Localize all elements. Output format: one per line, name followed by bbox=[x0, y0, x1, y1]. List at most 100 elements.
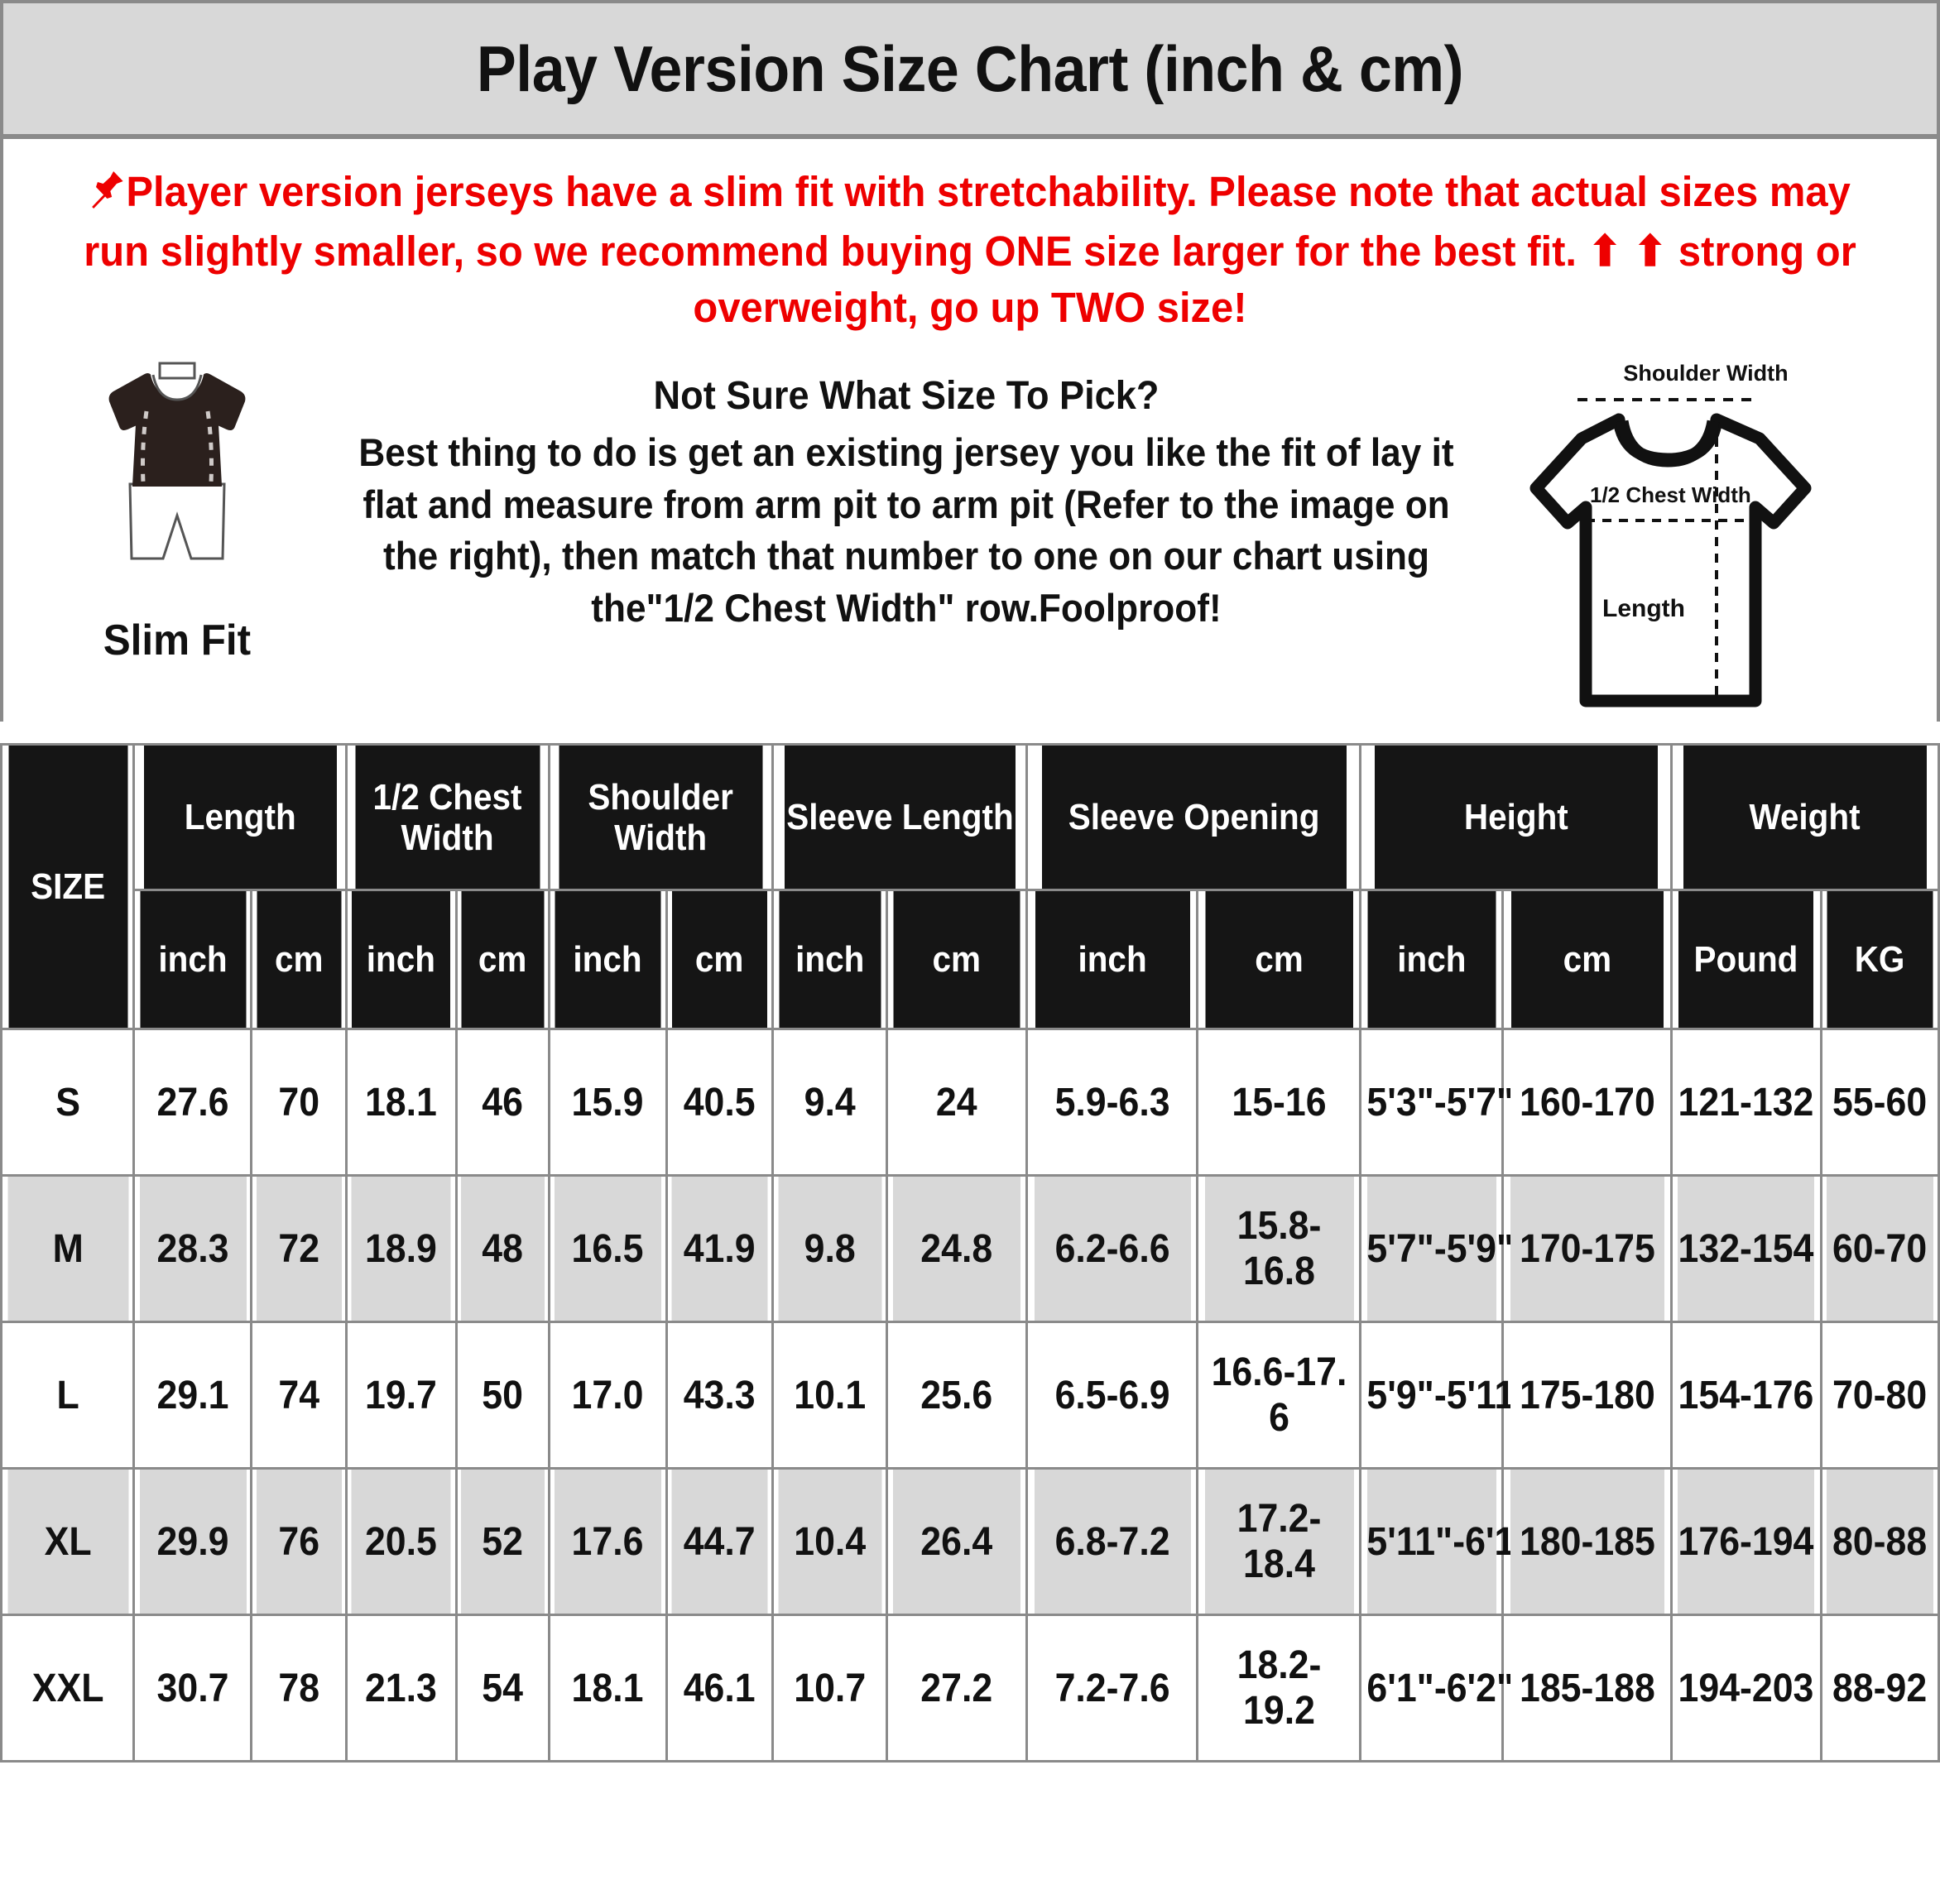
table-cell: 5'9"-5'11" bbox=[1364, 1321, 1532, 1470]
table-cell: 74 bbox=[253, 1321, 344, 1470]
table-head: SIZE Length 1/2 Chest Width Shoulder Wid… bbox=[2, 743, 1939, 1031]
table-cell: 20.5 bbox=[348, 1467, 454, 1617]
half-chest-width-label: 1/2 Chest Width bbox=[1590, 482, 1751, 507]
table-cell: 18.2-19.2 bbox=[1202, 1614, 1357, 1763]
header-group-weight: Weight bbox=[1680, 743, 1929, 892]
header-group-sleeve-opening: Sleeve Opening bbox=[1039, 743, 1349, 892]
table-cell: 154-176 bbox=[1675, 1321, 1818, 1470]
up-arrow-icon-2: ⬆ bbox=[1633, 227, 1668, 275]
size-notice-text: Player version jerseys have a slim fit w… bbox=[63, 164, 1878, 335]
table-cell: 10.7 bbox=[776, 1614, 884, 1763]
header-size: SIZE bbox=[5, 743, 130, 1031]
pushpin-icon bbox=[89, 167, 124, 223]
table-cell: 15.9 bbox=[552, 1028, 664, 1177]
table-cell: 55-60 bbox=[1823, 1028, 1936, 1177]
shoulder-width-label: Shoulder Width bbox=[1623, 361, 1788, 386]
table-cell: 170-175 bbox=[1507, 1174, 1667, 1324]
table-cell: 46.1 bbox=[669, 1614, 771, 1763]
table-cell: 60-70 bbox=[1823, 1174, 1936, 1324]
table-cell: 17.2-18.4 bbox=[1202, 1467, 1357, 1617]
page-title: Play Version Size Chart (inch & cm) bbox=[476, 31, 1464, 105]
slim-fit-block: Slim Fit bbox=[53, 353, 301, 665]
table-cell: 24 bbox=[890, 1028, 1024, 1177]
unit-sleeve-length-cm: cm bbox=[891, 889, 1023, 1031]
table-cell: 29.9 bbox=[137, 1467, 249, 1617]
table-cell: 88-92 bbox=[1823, 1614, 1936, 1763]
how-to-body: Best thing to do is get an existing jers… bbox=[358, 430, 1454, 630]
unit-shoulder-cm: cm bbox=[670, 889, 770, 1031]
table-cell: 6'1"-6'2" bbox=[1364, 1614, 1514, 1763]
notice-line-3: go up TWO size! bbox=[929, 283, 1247, 331]
info-section: Player version jerseys have a slim fit w… bbox=[0, 139, 1940, 722]
unit-length-inch: inch bbox=[137, 889, 248, 1031]
table-cell: 44.7 bbox=[669, 1467, 771, 1617]
table-cell: 121-132 bbox=[1675, 1028, 1818, 1177]
table-cell: 24.8 bbox=[890, 1174, 1024, 1324]
size-table: SIZE Length 1/2 Chest Width Shoulder Wid… bbox=[0, 743, 1940, 1763]
table-cell: 5.9-6.3 bbox=[1031, 1028, 1193, 1177]
table-cell: 80-88 bbox=[1823, 1467, 1936, 1617]
unit-weight-pound: Pound bbox=[1676, 889, 1817, 1031]
notice-line-2b: strong or overweight, bbox=[693, 227, 1856, 331]
table-cell: 9.8 bbox=[776, 1174, 884, 1324]
unit-height-cm: cm bbox=[1508, 889, 1666, 1031]
table-cell: 50 bbox=[458, 1321, 547, 1470]
table-cell: 185-188 bbox=[1507, 1614, 1667, 1763]
notice-line-2a: slightly smaller, so we recommend buying… bbox=[160, 227, 1588, 275]
table-cell: 5'11"-6'1" bbox=[1364, 1467, 1532, 1617]
row-size-label: S bbox=[4, 1028, 131, 1177]
table-cell: 52 bbox=[458, 1467, 547, 1617]
table-row: L 29.1 74 19.7 50 17.0 43.3 10.1 25.6 6.5-6.9 16.6… bbox=[2, 1321, 1939, 1470]
table-unit-header-row: inch cm inch cm inch cm inch cm inch cm … bbox=[2, 889, 1939, 1031]
table-cell: 160-170 bbox=[1507, 1028, 1667, 1177]
table-cell: 41.9 bbox=[669, 1174, 771, 1324]
table-cell: 21.3 bbox=[348, 1614, 454, 1763]
how-to-pick-block: Not Sure What Size To Pick? Best thing t… bbox=[301, 353, 1511, 634]
header-group-sleeve-length: Sleeve Length bbox=[781, 743, 1018, 892]
table-cell: 10.4 bbox=[776, 1467, 884, 1617]
row-size-label: XXL bbox=[4, 1614, 131, 1763]
header-group-height: Height bbox=[1371, 743, 1660, 892]
table-cell: 176-194 bbox=[1675, 1467, 1818, 1617]
table-row: M 28.3 72 18.9 48 16.5 41.9 9.8 24.8 6.2-6.6 15.8-… bbox=[2, 1174, 1939, 1324]
how-to-heading: Not Sure What Size To Pick? bbox=[653, 374, 1160, 419]
header-group-length: Length bbox=[141, 743, 339, 892]
table-cell: 17.6 bbox=[552, 1467, 664, 1617]
table-cell: 15-16 bbox=[1202, 1028, 1357, 1177]
table-cell: 132-154 bbox=[1675, 1174, 1818, 1324]
slim-fit-label: Slim Fit bbox=[103, 616, 252, 665]
illustrations-row: Slim Fit Not Sure What Size To Pick? Bes… bbox=[25, 353, 1915, 722]
table-row: XXL 30.7 78 21.3 54 18.1 46.1 10.7 27.2 7.2-7.6 18… bbox=[2, 1614, 1939, 1763]
table-cell: 180-185 bbox=[1507, 1467, 1667, 1617]
jersey-shorts-figure-icon bbox=[90, 360, 264, 604]
table-cell: 17.0 bbox=[552, 1321, 664, 1470]
table-cell: 18.9 bbox=[348, 1174, 454, 1324]
table-cell: 78 bbox=[253, 1614, 344, 1763]
table-cell: 7.2-7.6 bbox=[1031, 1614, 1193, 1763]
unit-sleeve-length-inch: inch bbox=[776, 889, 884, 1031]
tshirt-diagram-block: Shoulder Width 1/2 Chest Width Length bbox=[1511, 353, 1900, 722]
table-cell: 48 bbox=[458, 1174, 547, 1324]
table-cell: 76 bbox=[253, 1467, 344, 1617]
table-cell: 5'7"-5'9" bbox=[1364, 1174, 1514, 1324]
table-cell: 70 bbox=[253, 1028, 344, 1177]
unit-weight-kg: KG bbox=[1824, 889, 1936, 1031]
table-cell: 70-80 bbox=[1823, 1321, 1936, 1470]
table-cell: 16.5 bbox=[552, 1174, 664, 1324]
unit-half-chest-inch: inch bbox=[349, 889, 454, 1031]
header-group-shoulder-width: Shoulder Width bbox=[556, 743, 766, 892]
row-size-label: XL bbox=[4, 1467, 131, 1617]
table-group-header-row: SIZE Length 1/2 Chest Width Shoulder Wid… bbox=[2, 743, 1939, 1031]
unit-sleeve-opening-inch: inch bbox=[1032, 889, 1192, 1031]
table-cell: 40.5 bbox=[669, 1028, 771, 1177]
table-cell: 10.1 bbox=[776, 1321, 884, 1470]
table-cell: 30.7 bbox=[137, 1614, 249, 1763]
table-cell: 46 bbox=[458, 1028, 547, 1177]
unit-sleeve-opening-cm: cm bbox=[1203, 889, 1356, 1031]
table-cell: 54 bbox=[458, 1614, 547, 1763]
tshirt-measure-diagram-icon: Shoulder Width 1/2 Chest Width Length bbox=[1520, 353, 1892, 722]
row-size-label: M bbox=[4, 1174, 131, 1324]
table-cell: 175-180 bbox=[1507, 1321, 1667, 1470]
table-cell: 25.6 bbox=[890, 1321, 1024, 1470]
